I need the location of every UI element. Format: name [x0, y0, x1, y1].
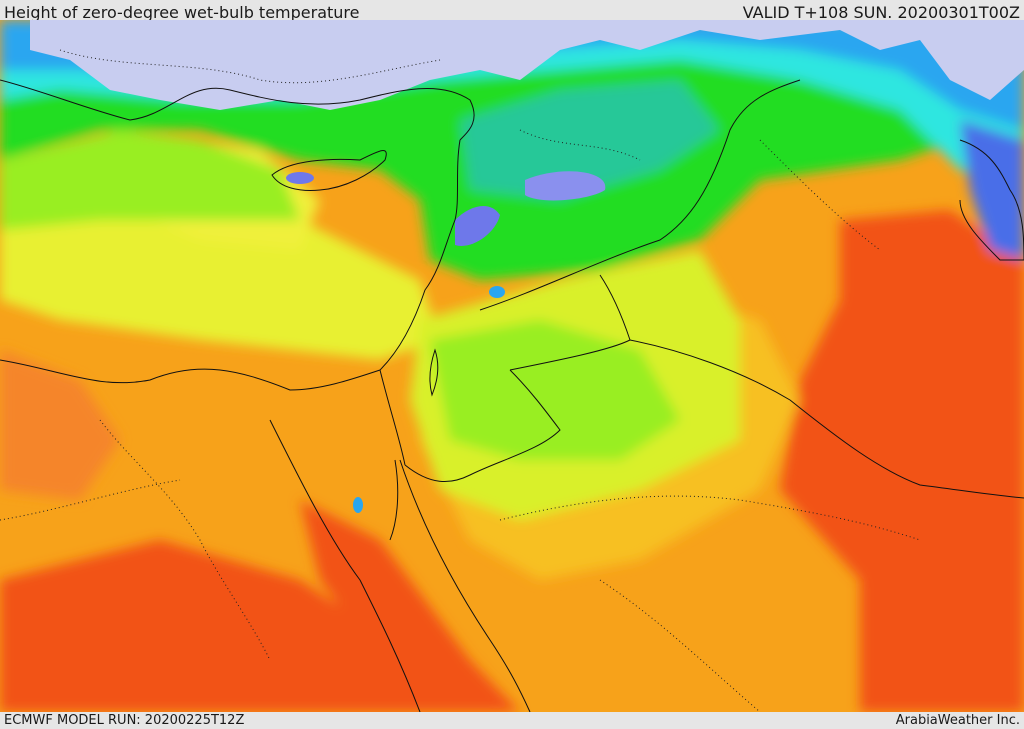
admin-line-egypt-2	[0, 479, 181, 521]
field-blue-northeast	[960, 120, 1024, 260]
field-low-spot-sinai	[353, 497, 363, 513]
field-teal-syria	[460, 80, 720, 200]
field-yellow-band	[0, 200, 440, 360]
field-low-spot-jordan	[489, 286, 505, 298]
field-red-orange-south	[0, 540, 470, 712]
field-very-low-mountain-leb	[455, 205, 500, 246]
coastline-red-sea-west	[269, 419, 421, 712]
weather-map[interactable]	[0, 20, 1024, 712]
credit-label: ArabiaWeather Inc.	[895, 713, 1020, 728]
coastline-levant	[379, 139, 461, 371]
map-title: Height of zero-degree wet-bulb temperatu…	[4, 3, 360, 22]
map-canvas	[0, 20, 1024, 712]
border-egypt-israel	[379, 369, 406, 466]
model-run-label: ECMWF MODEL RUN: 20200225T12Z	[4, 713, 245, 728]
coastline-egypt	[0, 359, 381, 391]
border-syria-iraq	[479, 79, 801, 311]
field-light-green-band	[0, 130, 300, 230]
field-red-orange-west	[0, 350, 120, 500]
field-light-green-jordan	[430, 320, 680, 460]
valid-time: VALID T+108 SUN. 20200301T00Z	[742, 3, 1020, 22]
coastline-north-turkey	[0, 79, 475, 141]
border-jordan-east	[404, 369, 561, 483]
coastline-persian-gulf	[959, 139, 1024, 261]
map-footer: ECMWF MODEL RUN: 20200225T12Z ArabiaWeat…	[0, 712, 1024, 729]
border-iraq-saudi	[629, 339, 1024, 499]
admin-line-saudi	[499, 495, 921, 541]
field-red-orange-sinai-sea	[300, 500, 520, 712]
coastline-cyprus	[271, 150, 387, 191]
admin-line-saudi-2	[599, 579, 761, 712]
admin-line-egypt	[99, 419, 271, 661]
field-red-orange-east	[780, 210, 1024, 712]
coastline-red-sea-east	[399, 459, 531, 712]
field-very-low-north	[30, 20, 1024, 110]
map-header: Height of zero-degree wet-bulb temperatu…	[0, 0, 1024, 22]
field-very-low-mountain-syr	[525, 171, 606, 201]
coastline-gulf-of-aqaba	[389, 459, 399, 541]
field-very-low-cyprus	[286, 172, 314, 184]
border-jordan-saudi	[509, 274, 631, 371]
coastline-dead-sea	[429, 348, 439, 397]
